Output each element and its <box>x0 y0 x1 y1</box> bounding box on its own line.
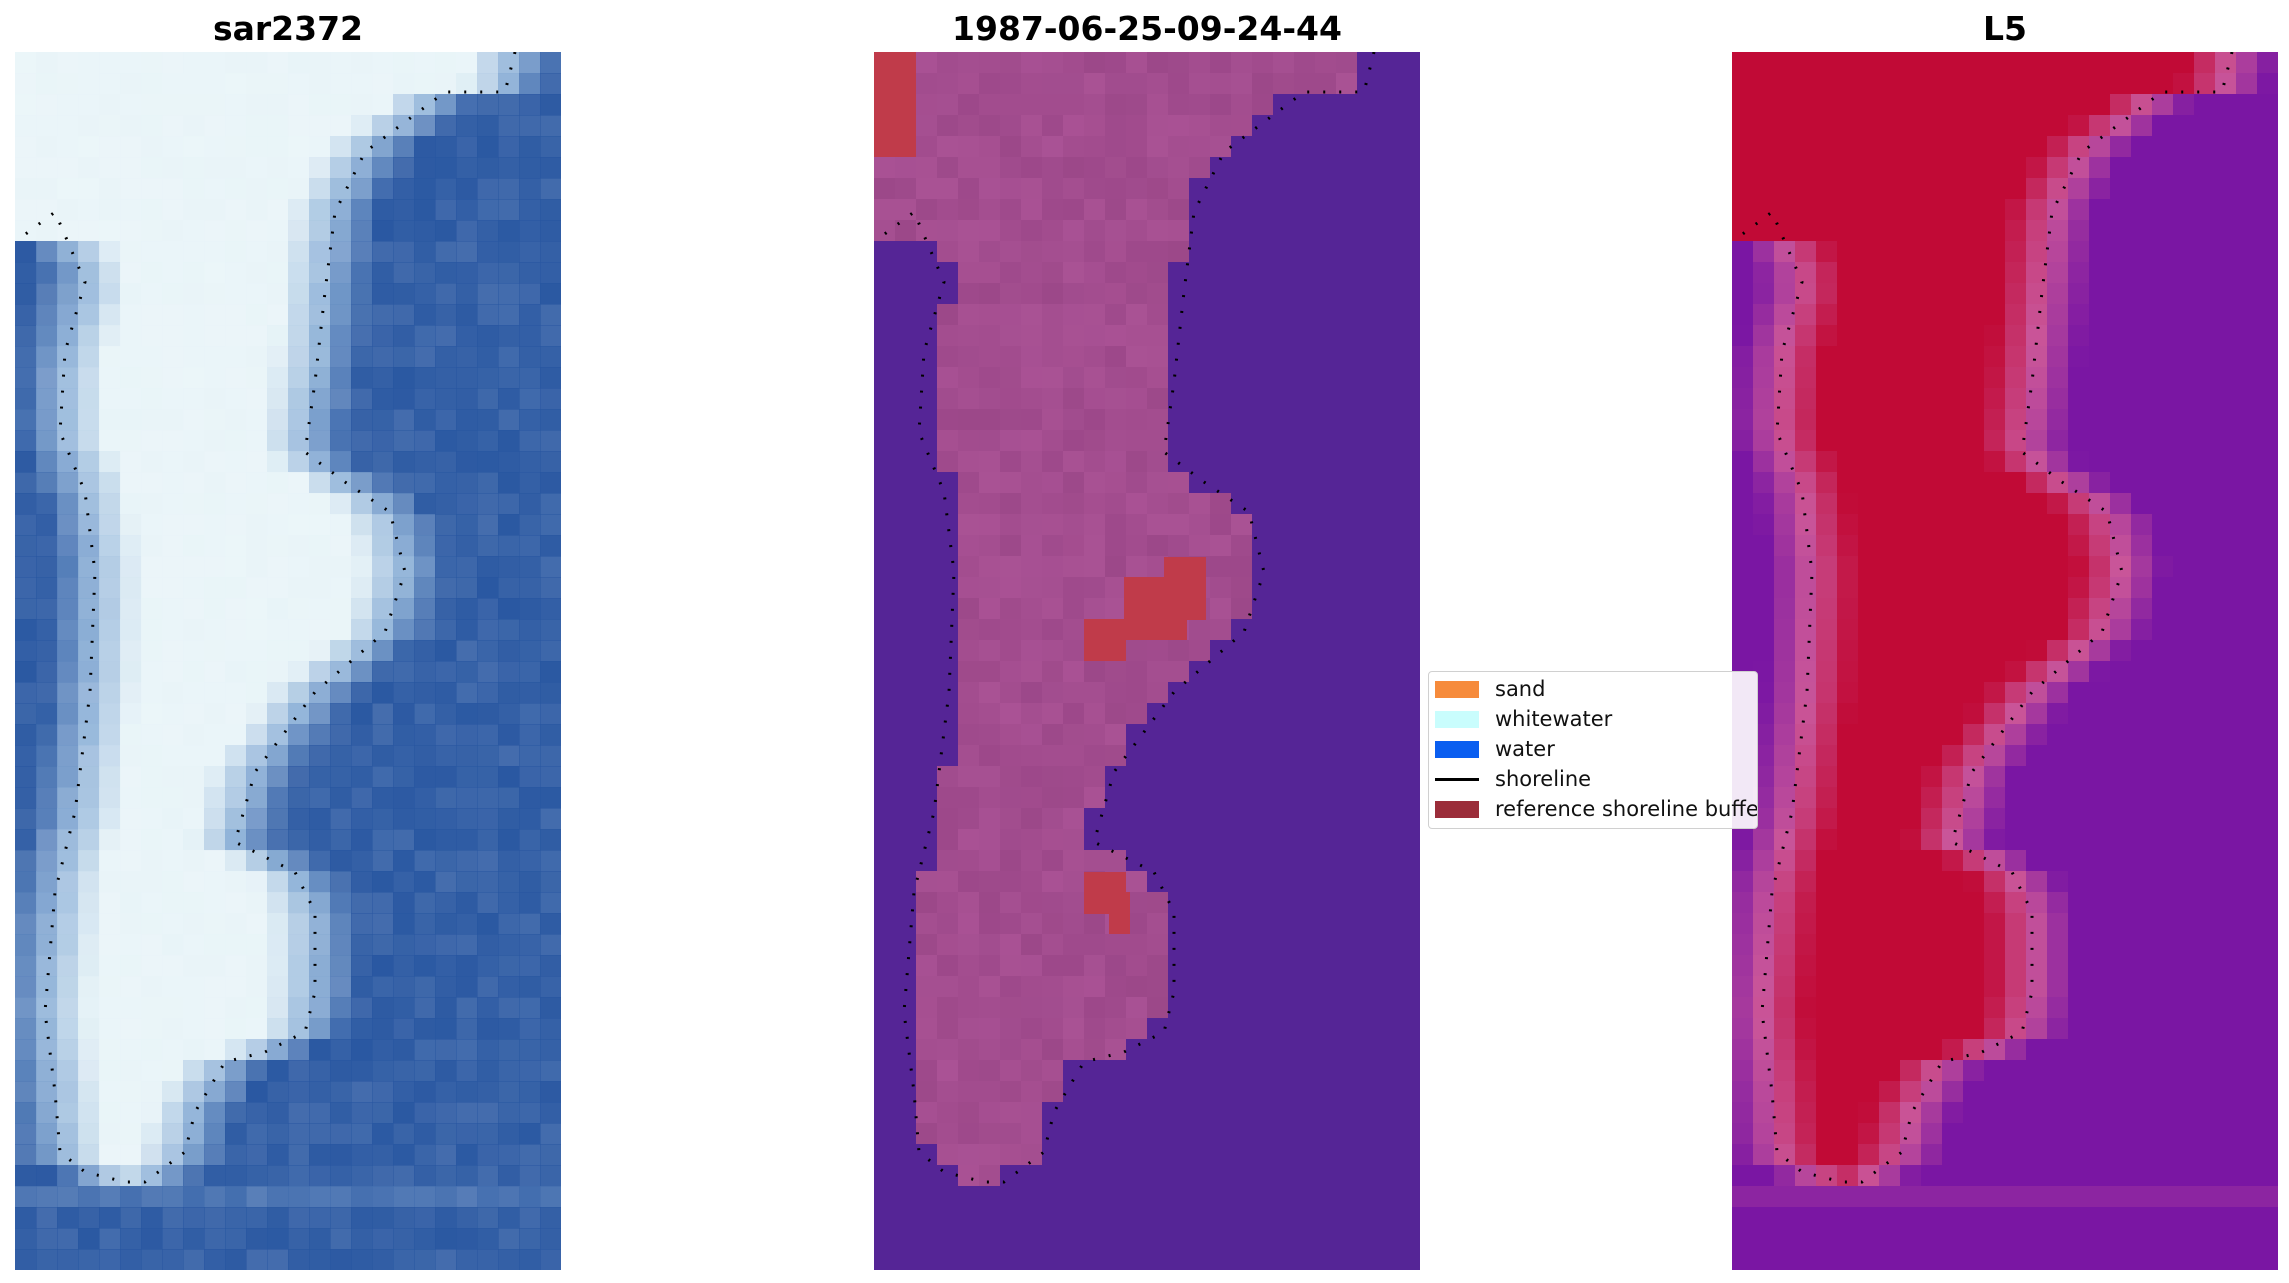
legend-label: shoreline <box>1495 767 1592 791</box>
reference-buffer-swatch <box>1435 800 1479 818</box>
water-swatch <box>1435 740 1479 758</box>
legend-label: sand <box>1495 677 1546 701</box>
classified-image-panel <box>874 52 1420 1270</box>
index-image <box>1732 52 2278 1270</box>
rgb-satellite-image <box>15 52 561 1270</box>
legend-label: water <box>1495 737 1555 761</box>
legend-label: whitewater <box>1495 707 1613 731</box>
index-image-panel <box>1732 52 2278 1270</box>
classified-image <box>874 52 1420 1270</box>
panel-title-index: L5 <box>1983 9 2027 48</box>
legend-item-whitewater: whitewater <box>1435 704 1612 734</box>
panel-title-rgb: sar2372 <box>212 9 364 48</box>
legend: sand whitewater water shoreline referenc… <box>1428 671 1758 829</box>
legend-item-water: water <box>1435 734 1555 764</box>
legend-label: reference shoreline buffer <box>1495 797 1758 821</box>
panel-title-classified: 1987-06-25-09-24-44 <box>952 9 1342 48</box>
whitewater-swatch <box>1435 710 1479 728</box>
sand-swatch <box>1435 680 1479 698</box>
legend-item-reference-buffer: reference shoreline buffer <box>1435 794 1758 824</box>
legend-item-sand: sand <box>1435 674 1545 704</box>
shoreline-line-sample <box>1435 777 1479 781</box>
rgb-image-panel <box>15 52 561 1270</box>
legend-item-shoreline: shoreline <box>1435 764 1591 794</box>
